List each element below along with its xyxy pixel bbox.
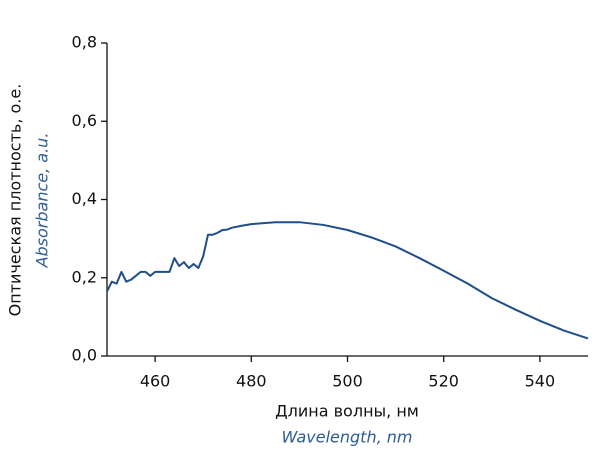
x-axis-label-en: Wavelength, nm (282, 428, 413, 447)
y-tick-label: 0,6 (72, 111, 97, 130)
y-tick-label: 0,0 (72, 346, 97, 365)
y-tick-label: 0,4 (72, 189, 97, 208)
x-tick-label: 500 (332, 372, 363, 391)
x-tick-label: 480 (236, 372, 267, 391)
y-tick-label: 0,8 (72, 33, 97, 52)
x-tick-label: 540 (525, 372, 556, 391)
x-tick-label: 520 (428, 372, 459, 391)
y-tick-label: 0,2 (72, 267, 97, 286)
y-axis-label: Оптическая плотность, о.е. (6, 84, 25, 317)
x-axis-label: Длина волны, нм (275, 402, 419, 421)
data-line (106, 221, 589, 340)
x-tick-label: 460 (140, 372, 171, 391)
y-axis-label-en: Absorbance, a.u. (33, 133, 52, 269)
